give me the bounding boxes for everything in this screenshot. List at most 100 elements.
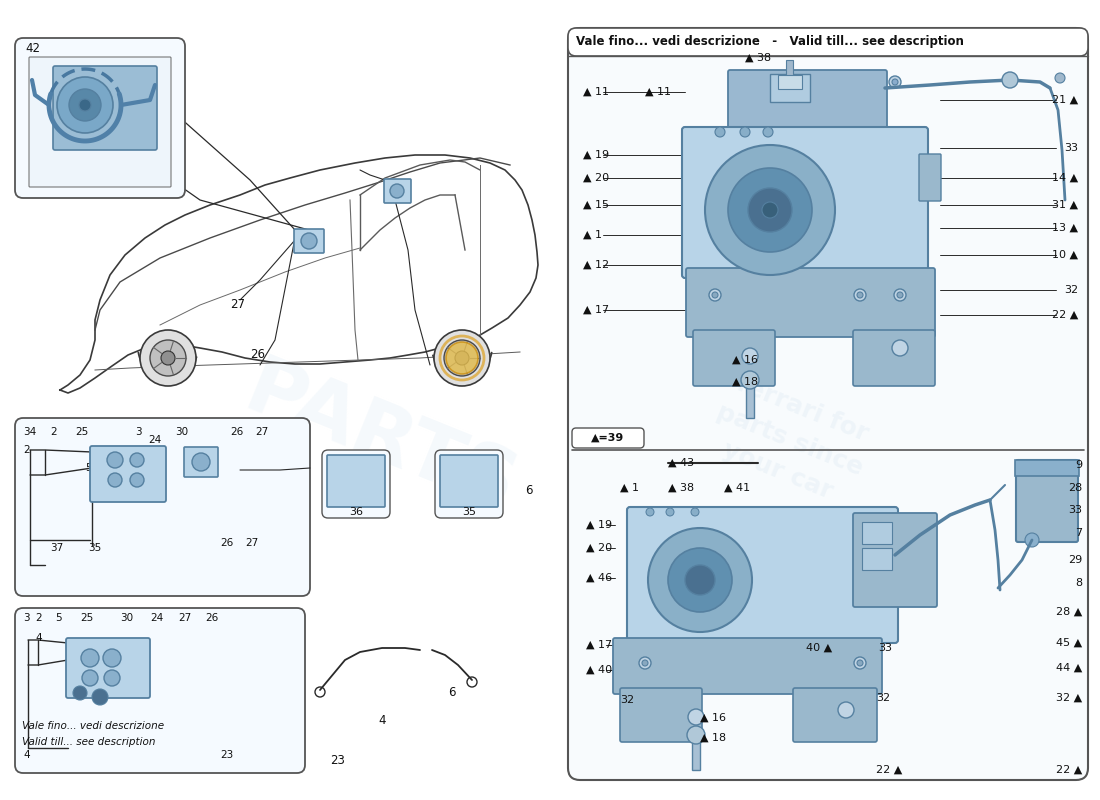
Circle shape <box>892 340 907 356</box>
Circle shape <box>455 351 469 365</box>
Text: 4: 4 <box>35 633 42 643</box>
Text: 6: 6 <box>448 686 455 699</box>
Text: 22 ▲: 22 ▲ <box>1056 765 1082 775</box>
FancyBboxPatch shape <box>384 179 411 203</box>
Text: 2: 2 <box>23 445 30 455</box>
FancyBboxPatch shape <box>322 450 390 518</box>
Circle shape <box>854 289 866 301</box>
Text: ▲ 20: ▲ 20 <box>583 173 609 183</box>
FancyBboxPatch shape <box>918 154 940 201</box>
Circle shape <box>1002 72 1018 88</box>
Text: 26: 26 <box>205 613 218 623</box>
Text: 40 ▲: 40 ▲ <box>806 643 832 653</box>
Text: ▲ 43: ▲ 43 <box>668 458 694 468</box>
FancyBboxPatch shape <box>620 688 702 742</box>
Circle shape <box>79 99 91 111</box>
Circle shape <box>710 289 720 301</box>
Bar <box>770 74 810 102</box>
Circle shape <box>73 686 87 700</box>
Circle shape <box>889 76 901 88</box>
Circle shape <box>685 565 715 595</box>
Text: 7: 7 <box>1075 528 1082 538</box>
Circle shape <box>741 371 759 389</box>
Text: 25: 25 <box>80 613 94 623</box>
Circle shape <box>301 233 317 249</box>
Circle shape <box>161 351 175 365</box>
Circle shape <box>728 168 812 252</box>
Circle shape <box>444 340 480 376</box>
Text: 27: 27 <box>255 427 268 437</box>
Circle shape <box>666 508 674 516</box>
Circle shape <box>688 726 705 744</box>
Text: 28 ▲: 28 ▲ <box>1056 607 1082 617</box>
Circle shape <box>705 145 835 275</box>
Text: ▲ 38: ▲ 38 <box>745 53 771 63</box>
Text: 26: 26 <box>220 538 233 548</box>
Text: 32 ▲: 32 ▲ <box>1056 693 1082 703</box>
Circle shape <box>712 292 718 298</box>
Text: ▲ 18: ▲ 18 <box>732 377 758 387</box>
Text: Vale fino... vedi descrizione   -   Valid till... see description: Vale fino... vedi descrizione - Valid ti… <box>576 35 964 49</box>
Circle shape <box>740 127 750 137</box>
Text: ▲ 18: ▲ 18 <box>700 733 726 743</box>
Text: Vale fino... vedi descrizione: Vale fino... vedi descrizione <box>22 721 164 731</box>
Text: 33: 33 <box>1068 505 1082 515</box>
Bar <box>862 548 892 570</box>
FancyBboxPatch shape <box>852 513 937 607</box>
Circle shape <box>892 79 898 85</box>
Text: ▲ 12: ▲ 12 <box>583 260 609 270</box>
Text: 2: 2 <box>50 427 56 437</box>
FancyBboxPatch shape <box>15 608 305 773</box>
Text: 35: 35 <box>88 543 101 553</box>
Circle shape <box>390 184 404 198</box>
Text: 8: 8 <box>1075 578 1082 588</box>
Circle shape <box>857 292 864 298</box>
Circle shape <box>688 709 704 725</box>
Text: ▲ 16: ▲ 16 <box>732 355 758 365</box>
Text: 27: 27 <box>230 298 245 311</box>
Text: 4: 4 <box>23 750 30 760</box>
Text: 26: 26 <box>230 427 243 437</box>
Text: PARTS: PARTS <box>233 350 527 530</box>
FancyBboxPatch shape <box>15 418 310 596</box>
FancyBboxPatch shape <box>852 330 935 386</box>
Circle shape <box>639 657 651 669</box>
Circle shape <box>57 77 113 133</box>
FancyBboxPatch shape <box>686 268 935 337</box>
Circle shape <box>107 452 123 468</box>
Circle shape <box>69 89 101 121</box>
FancyBboxPatch shape <box>693 330 776 386</box>
Circle shape <box>748 188 792 232</box>
Circle shape <box>668 548 732 612</box>
FancyBboxPatch shape <box>29 57 170 187</box>
Text: 3: 3 <box>23 613 30 623</box>
Text: 5: 5 <box>55 613 62 623</box>
FancyBboxPatch shape <box>440 455 498 507</box>
FancyBboxPatch shape <box>793 688 877 742</box>
Bar <box>778 75 802 89</box>
Text: Valid till... see description: Valid till... see description <box>22 737 155 747</box>
Text: ▲=39: ▲=39 <box>592 433 625 443</box>
Circle shape <box>104 670 120 686</box>
Text: 13 ▲: 13 ▲ <box>1052 223 1078 233</box>
Text: 42: 42 <box>25 42 40 54</box>
Text: 45 ▲: 45 ▲ <box>1056 638 1082 648</box>
Text: 9: 9 <box>1075 460 1082 470</box>
Circle shape <box>854 657 866 669</box>
FancyBboxPatch shape <box>90 446 166 502</box>
Text: ▲ 20: ▲ 20 <box>586 543 612 553</box>
FancyBboxPatch shape <box>53 66 157 150</box>
Text: 34: 34 <box>23 427 36 437</box>
Circle shape <box>642 660 648 666</box>
Text: 24: 24 <box>150 613 163 623</box>
Text: 33: 33 <box>1064 143 1078 153</box>
Bar <box>862 522 892 544</box>
Text: 44 ▲: 44 ▲ <box>1056 663 1082 673</box>
Text: 25: 25 <box>75 427 88 437</box>
Circle shape <box>130 473 144 487</box>
Circle shape <box>648 528 752 632</box>
Bar <box>746 383 754 418</box>
Circle shape <box>192 453 210 471</box>
Circle shape <box>857 660 864 666</box>
Text: 31 ▲: 31 ▲ <box>1052 200 1078 210</box>
